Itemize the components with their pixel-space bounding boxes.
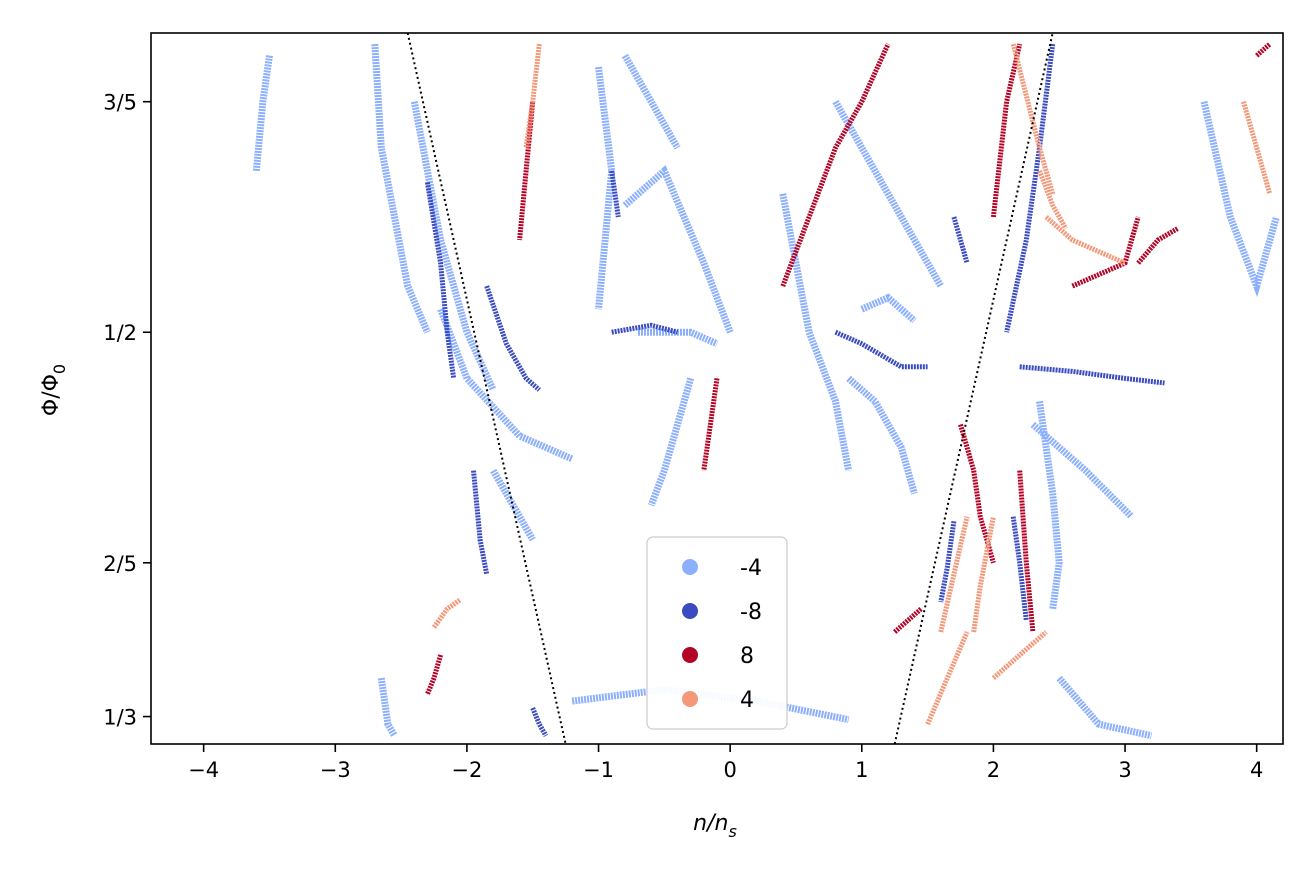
series--4-segment-0 [371,43,431,334]
series--8-segment-2 [471,470,490,575]
x-tick-label: 3 [1118,758,1131,782]
left-dotted-guide [406,32,567,745]
legend-label--8: -8 [740,600,762,625]
series-4-segment-1 [523,43,542,149]
y-axis-label: Φ/Φ0 [39,364,69,416]
x-tick-label: 1 [855,758,868,782]
series--4-segment-14 [1030,421,1135,520]
legend-label--4: -4 [740,556,762,581]
series-4-segment-0 [431,597,462,629]
series--8-segment-9 [938,520,957,603]
y-tick-label: 2/5 [103,552,137,576]
series--4-segment-18 [252,55,273,172]
y-axis-ticks: 1/3 2/5 1/2 3/5 [103,91,151,730]
x-tick-label: 0 [723,758,736,782]
series-4-segment-6 [971,516,996,633]
series-8-segment-6 [1071,216,1141,289]
series--4-segment-13 [1036,400,1063,610]
series--4-segment-3 [490,468,536,542]
series-8-segment-5 [1017,470,1036,633]
legend-label-8: 8 [740,644,754,669]
series--8 [424,43,1165,737]
series--8-segment-1 [484,285,541,392]
series--4-segment-2 [437,307,574,463]
legend-items: -4 -8 8 4 [682,556,762,713]
x-axis-label-main: n/n [693,811,728,836]
series--4-segment-12 [846,375,918,495]
series-4-segment-2 [1010,43,1056,195]
legend-frame [646,536,788,730]
series--4-segment-9 [779,193,853,472]
series--4-segment-11 [860,293,917,324]
y-tick-label: 3/5 [103,91,137,115]
series-8-segment-7 [1136,226,1179,265]
x-tick-label: −3 [320,758,351,782]
y-tick-label: 1/2 [103,321,137,345]
legend: -4 -8 8 4 [646,536,788,730]
series-4-segment-8 [1241,101,1273,195]
series-4-segment-4 [1037,170,1068,230]
x-axis-ticks: −4 −3 −2 −1 0 1 2 3 4 [188,744,1263,782]
legend-label-4: 4 [740,688,754,713]
y-axis-label-sub: 0 [50,364,69,374]
plot-frame [150,32,1284,745]
series-8-segment-8 [425,654,444,696]
series--4-segment-6 [622,165,734,334]
series--8-segment-8 [1010,516,1029,621]
series--8-segment-10 [1004,43,1056,333]
y-tick-label: 1/3 [103,706,137,730]
series--4-segment-7 [638,328,719,348]
x-tick-label: 2 [987,758,1000,782]
x-tick-label: −4 [188,758,219,782]
legend-marker--4 [682,559,698,575]
series--8-segment-0 [424,181,457,379]
series-layer [252,42,1280,740]
series--8-segment-6 [834,329,928,370]
series--8-segment-7 [1019,364,1165,386]
x-tick-label: −2 [451,758,482,782]
series--4-segment-10 [832,99,944,288]
legend-marker-8 [682,647,698,663]
series--4 [252,43,1280,740]
right-dotted-guide [893,32,1054,745]
series--4-segment-15 [1056,675,1153,740]
series--4-segment-8 [647,377,695,507]
x-axis-label: n/ns [693,811,737,841]
series--8-segment-5 [611,322,679,335]
series-4 [431,43,1273,726]
x-axis-label-sub: s [728,822,736,841]
guide-layer [406,32,1054,745]
series-8-segment-2 [780,43,891,287]
series-4-segment-9 [991,630,1048,680]
legend-marker-4 [682,691,698,707]
x-tick-label: 4 [1250,758,1263,782]
y-axis-label-main: Φ/Φ [39,374,64,416]
series--8-segment-4 [609,170,621,218]
series--4-segment-17 [1200,100,1280,298]
series-4-segment-3 [1044,215,1127,266]
x-tick-label: −1 [583,758,614,782]
series-8-segment-0 [517,101,536,241]
series--4-segment-5 [621,53,681,150]
series--4-segment-19 [377,677,398,738]
series-8-segment-1 [701,378,720,471]
series-4-segment-7 [925,631,970,726]
series-4-segment-5 [938,516,970,633]
series--8-segment-11 [951,216,970,264]
series--4-segment-4 [595,66,616,310]
legend-marker--8 [682,603,698,619]
